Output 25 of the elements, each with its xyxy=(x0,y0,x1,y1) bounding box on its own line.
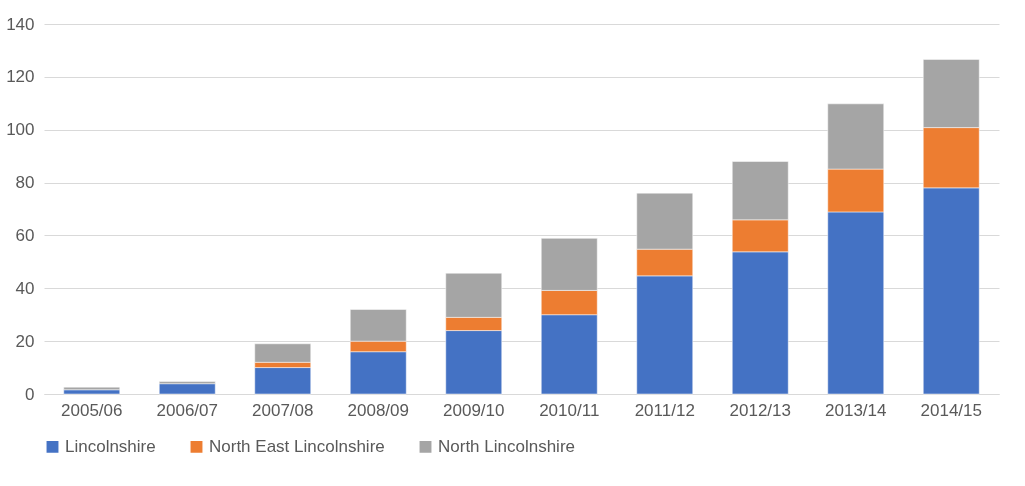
legend-label: North Lincolnshire xyxy=(438,436,576,456)
x-tick-label: 2005/06 xyxy=(61,400,123,420)
x-tick-label: 2010/11 xyxy=(539,400,600,420)
legend-label: North East Lincolnshire xyxy=(209,436,385,456)
y-tick-label: 60 xyxy=(15,225,35,245)
y-tick-label: 0 xyxy=(25,384,35,404)
x-tick-label: 2011/12 xyxy=(634,400,695,420)
bar xyxy=(63,389,120,395)
legend-label: Lincolnshire xyxy=(65,436,156,456)
x-tick-label: 2012/13 xyxy=(729,400,791,420)
y-tick-label: 80 xyxy=(15,173,35,193)
y-tick-label: 100 xyxy=(6,120,35,140)
bar xyxy=(63,386,120,391)
y-tick-label: 20 xyxy=(15,331,35,351)
x-tick-label: 2014/15 xyxy=(920,400,982,420)
x-tick-label: 2013/14 xyxy=(825,400,887,420)
x-tick-label: 2008/09 xyxy=(347,400,409,420)
x-tick-label: 2006/07 xyxy=(156,400,218,420)
x-tick-label: 2007/08 xyxy=(252,400,314,420)
bar xyxy=(159,383,216,395)
y-tick-label: 120 xyxy=(6,67,35,87)
y-tick-label: 140 xyxy=(6,14,35,34)
x-tick-label: 2009/10 xyxy=(443,400,505,420)
bar xyxy=(254,367,311,395)
y-tick-label: 40 xyxy=(15,278,35,298)
